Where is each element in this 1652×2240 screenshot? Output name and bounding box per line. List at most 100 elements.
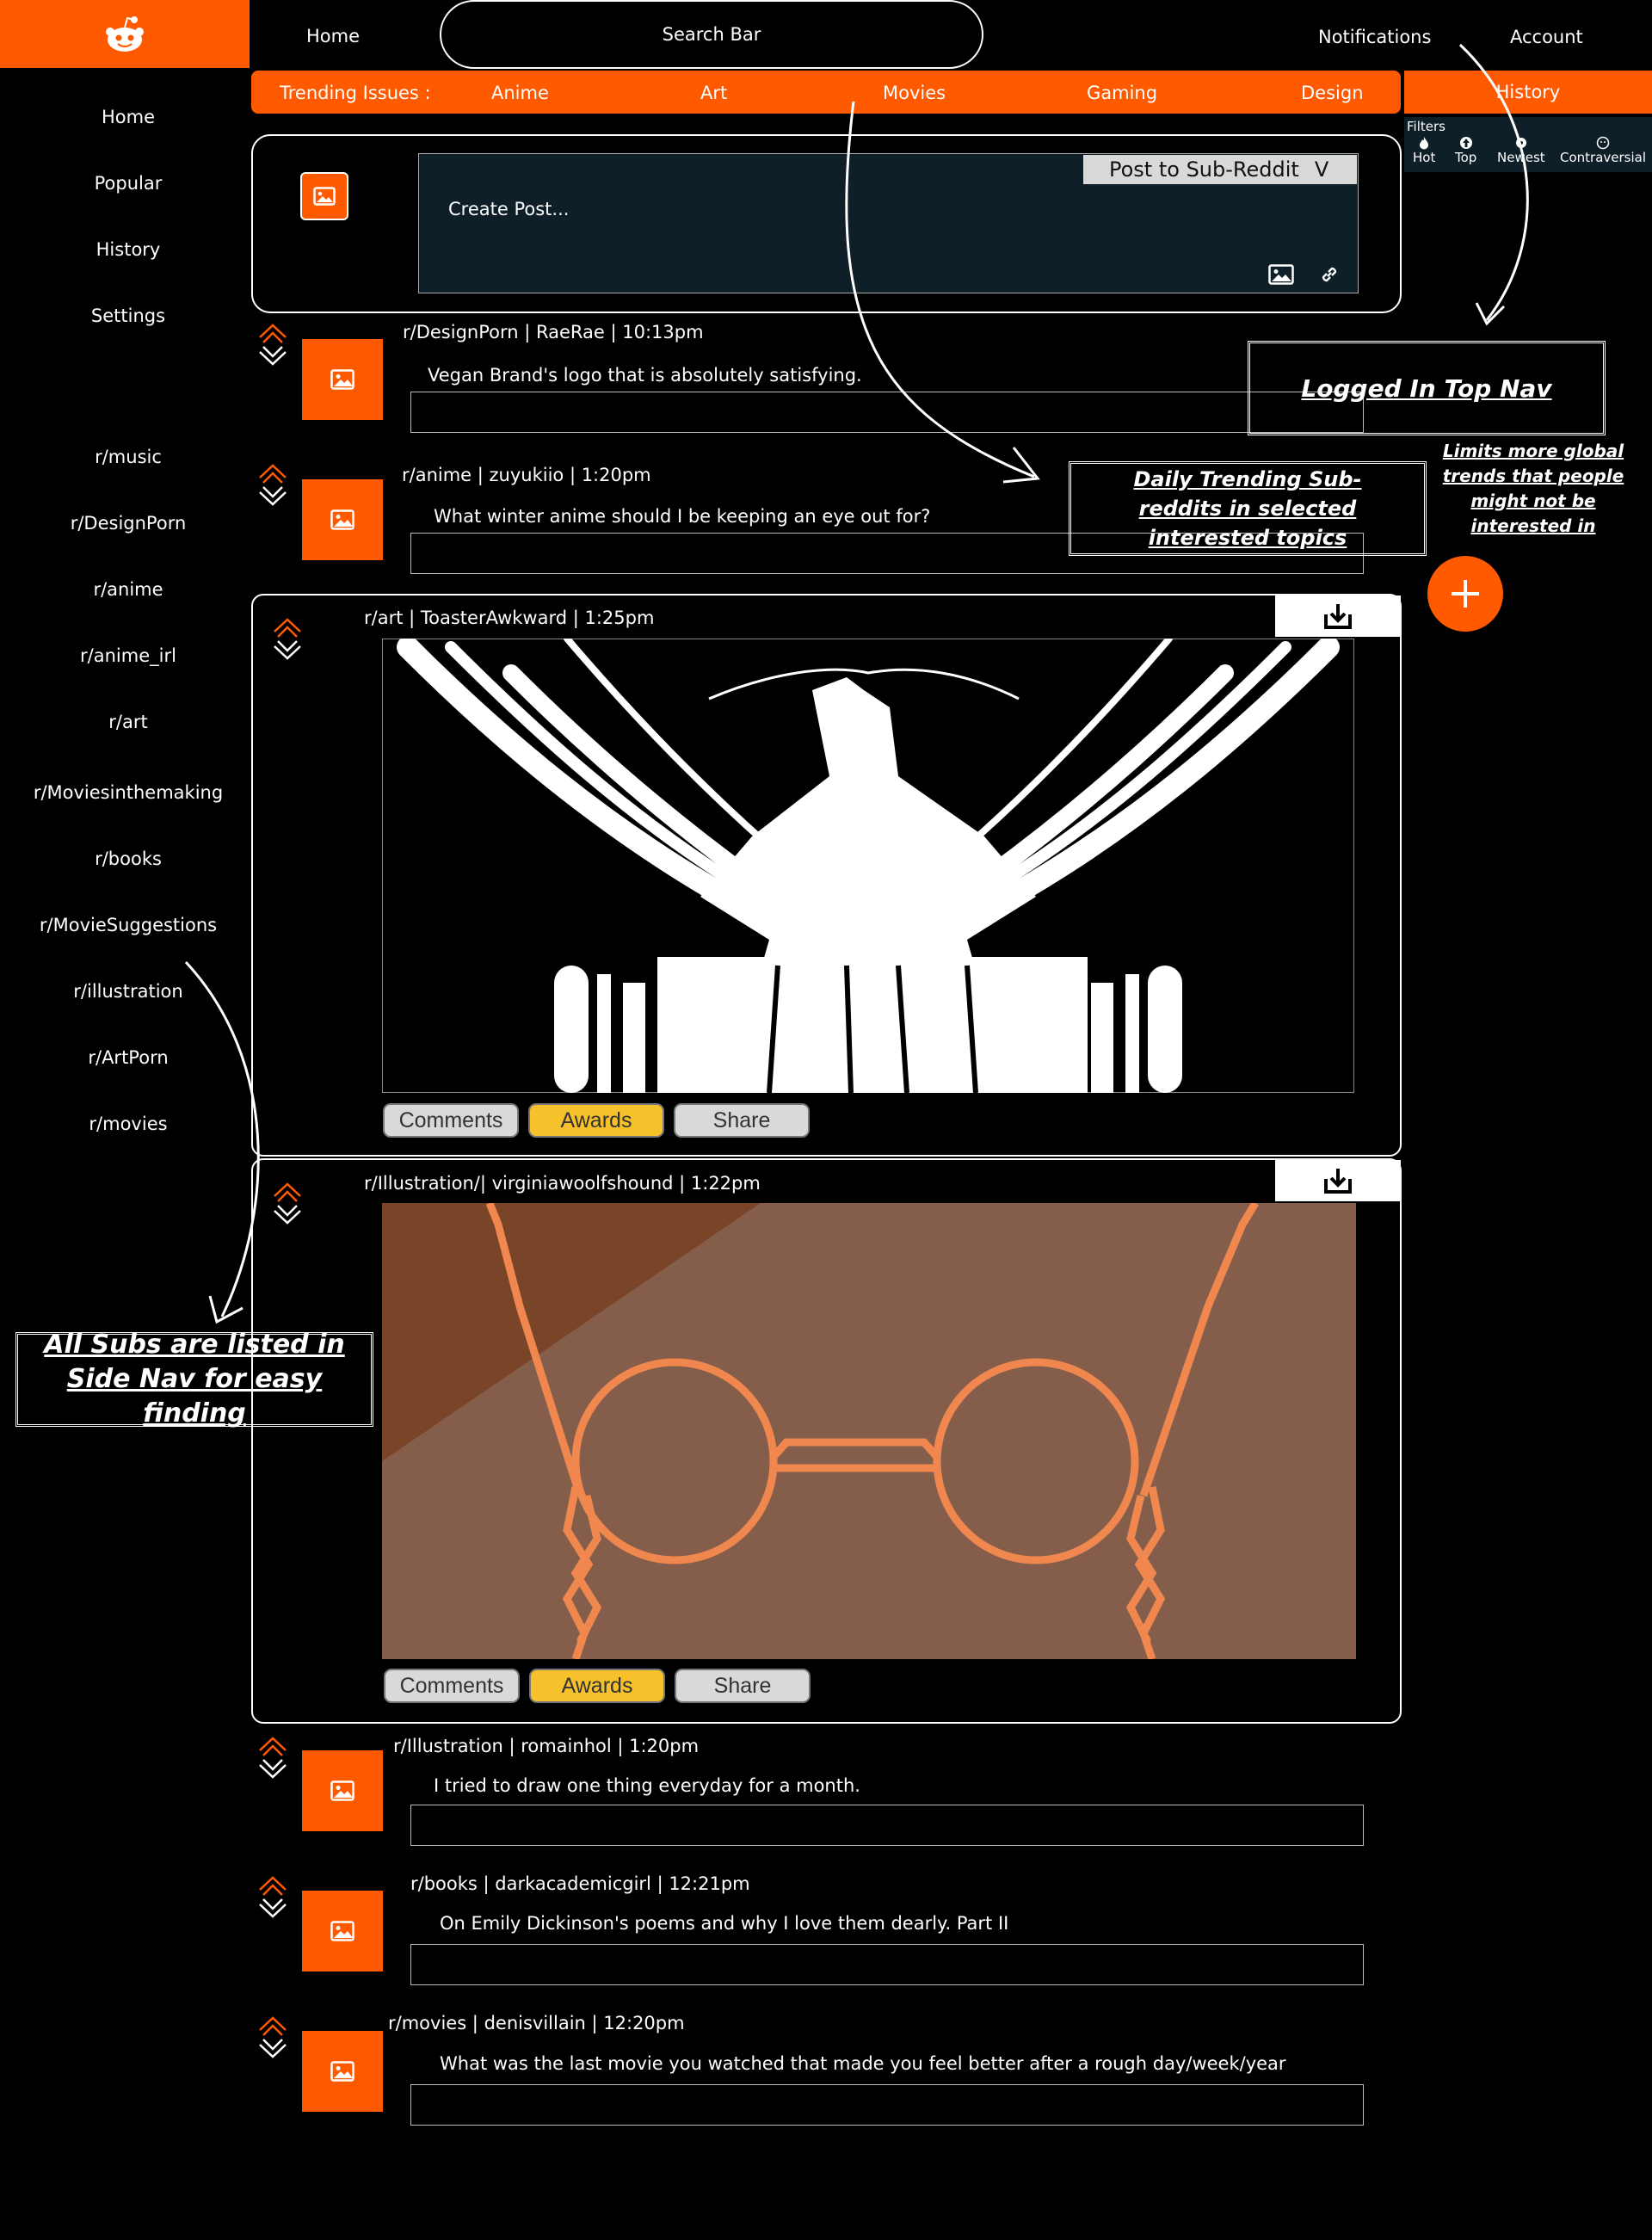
post-card-large xyxy=(251,1158,1402,1724)
post-meta[interactable]: r/DesignPorn | RaeRae | 10:13pm xyxy=(403,322,704,342)
sidebar-sub-illustration[interactable]: r/illustration xyxy=(73,981,183,1002)
post-image-illustration[interactable] xyxy=(382,1203,1356,1659)
sidebar-sub-anime[interactable]: r/anime xyxy=(93,579,163,600)
arrow-up-circle-icon xyxy=(1459,137,1472,149)
sidebar-item-popular[interactable]: Popular xyxy=(94,173,163,194)
post-preview-box[interactable] xyxy=(410,1805,1364,1846)
post-meta[interactable]: r/books | darkacademicgirl | 12:21pm xyxy=(410,1873,750,1894)
filter-contraversial[interactable]: Contraversial xyxy=(1560,136,1646,165)
vote-arrows[interactable] xyxy=(257,2015,288,2063)
download-button[interactable] xyxy=(1275,1160,1401,1201)
post-meta[interactable]: r/art | ToasterAwkward | 1:25pm xyxy=(364,608,655,628)
filter-label: Newest xyxy=(1497,150,1545,165)
post-preview-box[interactable] xyxy=(410,1944,1364,1985)
download-icon xyxy=(1324,1169,1352,1194)
vote-arrows[interactable] xyxy=(272,1181,303,1229)
nav-home[interactable]: Home xyxy=(306,26,361,46)
create-post-fab[interactable] xyxy=(1427,556,1503,632)
filter-hot[interactable]: Hot xyxy=(1413,136,1435,165)
sidebar-sub-artporn[interactable]: r/ArtPorn xyxy=(88,1047,169,1068)
trending-topic-movies[interactable]: Movies xyxy=(883,83,946,103)
create-post-image-button[interactable] xyxy=(300,172,348,220)
post-meta[interactable]: r/movies | denisvillain | 12:20pm xyxy=(388,2013,685,2033)
nav-account[interactable]: Account xyxy=(1510,27,1583,47)
upvote-icon xyxy=(259,1737,287,1756)
share-button[interactable]: Share xyxy=(675,1669,811,1703)
create-post-card xyxy=(251,134,1402,313)
sidebar-sub-music[interactable]: r/music xyxy=(95,447,162,467)
post-thumbnail[interactable] xyxy=(302,339,383,420)
sidebar-sub-books[interactable]: r/books xyxy=(95,848,162,869)
sidebar-sub-art[interactable]: r/art xyxy=(108,712,148,732)
post-preview-box[interactable] xyxy=(410,2084,1364,2126)
post-to-subreddit-select[interactable]: Post to Sub-Reddit V xyxy=(1083,155,1357,184)
trending-topic-anime[interactable]: Anime xyxy=(491,83,549,103)
upvote-icon xyxy=(259,1876,287,1896)
vote-arrows[interactable] xyxy=(257,462,288,510)
image-icon xyxy=(330,369,354,390)
sparkle-icon xyxy=(1515,138,1526,148)
search-input[interactable]: Search Bar xyxy=(440,0,983,69)
vote-arrows[interactable] xyxy=(272,616,303,664)
post-thumbnail[interactable] xyxy=(302,2031,383,2112)
vote-arrows[interactable] xyxy=(257,1874,288,1922)
chevron-down-icon: V xyxy=(1314,157,1329,182)
awards-button[interactable]: Awards xyxy=(528,1103,664,1138)
sidebar-sub-anime-irl[interactable]: r/anime_irl xyxy=(80,645,176,666)
post-title[interactable]: On Emily Dickinson's poems and why I lov… xyxy=(440,1913,1009,1934)
post-title[interactable]: What was the last movie you watched that… xyxy=(440,2053,1286,2074)
trending-label: Trending Issues : xyxy=(280,83,431,103)
vote-arrows[interactable] xyxy=(257,322,288,370)
trending-topic-gaming[interactable]: Gaming xyxy=(1087,83,1158,103)
reddit-logo[interactable] xyxy=(0,0,250,68)
post-title[interactable]: I tried to draw one thing everyday for a… xyxy=(434,1775,860,1796)
post-thumbnail[interactable] xyxy=(302,479,383,560)
comments-button[interactable]: Comments xyxy=(383,1103,519,1138)
post-thumbnail[interactable] xyxy=(302,1750,383,1831)
post-title[interactable]: Vegan Brand's logo that is absolutely sa… xyxy=(428,365,862,386)
annotation-filters-note: Limits more global trends that people mi… xyxy=(1442,441,1624,536)
post-meta[interactable]: r/anime | zuyukiio | 1:20pm xyxy=(402,465,651,485)
plus-icon xyxy=(1452,580,1479,608)
filter-top[interactable]: Top xyxy=(1455,136,1476,165)
filter-label: Top xyxy=(1455,150,1477,165)
image-icon xyxy=(330,1780,354,1801)
create-post-placeholder: Create Post... xyxy=(448,199,570,219)
sidebar-sub-moviesuggestions[interactable]: r/MovieSuggestions xyxy=(39,915,218,935)
sidebar-item-settings[interactable]: Settings xyxy=(90,305,166,326)
history-tab[interactable]: History xyxy=(1404,71,1652,114)
post-meta[interactable]: r/Illustration/| virginiawoolfshound | 1… xyxy=(364,1173,761,1194)
sidebar-sub-moviesinthemaking[interactable]: r/Moviesinthemaking xyxy=(33,782,224,803)
share-button[interactable]: Share xyxy=(674,1103,810,1138)
post-title[interactable]: What winter anime should I be keeping an… xyxy=(434,506,931,527)
sidebar-item-history[interactable]: History xyxy=(96,239,161,260)
filter-newest[interactable]: Newest xyxy=(1497,136,1545,165)
trending-topic-design[interactable]: Design xyxy=(1301,83,1364,103)
upvote-icon xyxy=(259,464,287,484)
trending-topic-art[interactable]: Art xyxy=(700,83,728,103)
annotation-top-nav: Logged In Top Nav xyxy=(1248,341,1606,435)
sidebar-sub-movies[interactable]: r/movies xyxy=(89,1114,168,1134)
downvote-icon xyxy=(274,1205,301,1225)
vote-arrows[interactable] xyxy=(257,1735,288,1783)
comments-button[interactable]: Comments xyxy=(384,1669,520,1703)
filters-panel: Filters Hot Top Newest Contraversial xyxy=(1404,117,1652,172)
post-meta[interactable]: r/Illustration | romainhol | 1:20pm xyxy=(393,1736,700,1756)
downvote-icon xyxy=(259,346,287,366)
attach-image-icon[interactable] xyxy=(1268,264,1294,285)
post-card-large xyxy=(251,594,1402,1157)
awards-button[interactable]: Awards xyxy=(529,1669,665,1703)
downvote-icon xyxy=(274,640,301,660)
sidebar-sub-designporn[interactable]: r/DesignPorn xyxy=(70,513,187,534)
link-icon[interactable] xyxy=(1318,263,1341,286)
nav-notifications[interactable]: Notifications xyxy=(1318,27,1432,47)
post-preview-box[interactable] xyxy=(410,392,1364,433)
downvote-icon xyxy=(259,2039,287,2058)
upvote-icon xyxy=(259,324,287,343)
download-icon xyxy=(1324,604,1352,629)
controversial-icon xyxy=(1596,136,1610,150)
sidebar-item-home[interactable]: Home xyxy=(101,107,155,127)
download-button[interactable] xyxy=(1275,595,1401,637)
post-image-art[interactable] xyxy=(382,639,1354,1093)
post-thumbnail[interactable] xyxy=(302,1891,383,1972)
